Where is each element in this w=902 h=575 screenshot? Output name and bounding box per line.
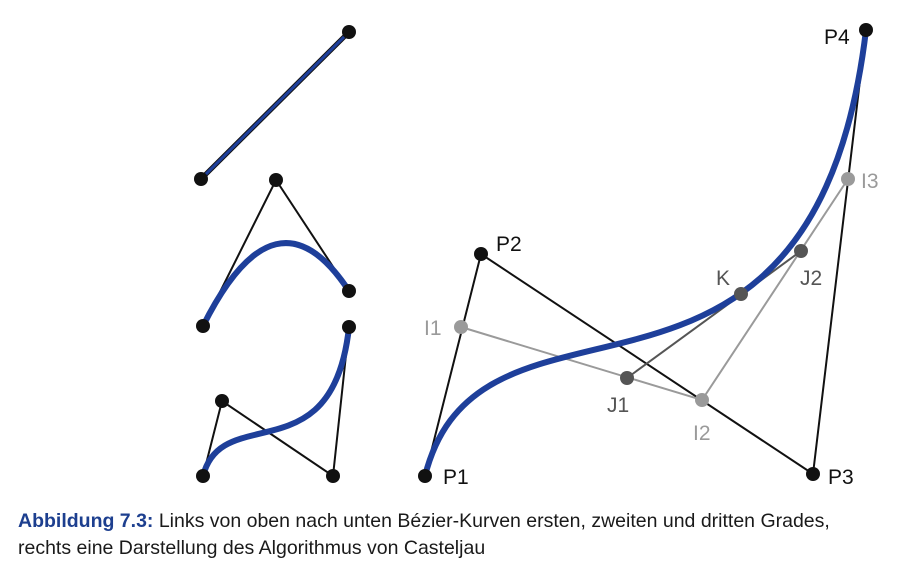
point-p1 (418, 469, 432, 483)
point-j1 (620, 371, 634, 385)
cubic-start-point (196, 469, 210, 483)
point-p2 (474, 247, 488, 261)
cubic-control-point-2 (326, 469, 340, 483)
point-p4 (859, 23, 873, 37)
linear-start-point (194, 172, 208, 186)
linear-bezier-curve (199, 30, 351, 181)
point-i1 (454, 320, 468, 334)
label-j2: J2 (800, 267, 822, 290)
label-i1: I1 (424, 317, 442, 340)
point-p3 (806, 467, 820, 481)
label-p3: P3 (828, 466, 854, 489)
point-j2 (794, 244, 808, 258)
casteljau-second-level-line (626, 250, 802, 379)
figure-caption: Abbildung 7.3: Links von oben nach unten… (18, 508, 888, 562)
quadratic-control-point (269, 173, 283, 187)
quadratic-bezier-curve (200, 240, 352, 329)
casteljau-bezier-curve (422, 27, 869, 479)
linear-bezier-example (194, 25, 356, 186)
caption-label: Abbildung 7.3: (18, 510, 154, 532)
quadratic-control-polygon (202, 178, 350, 327)
label-i3: I3 (861, 170, 879, 193)
cubic-control-point-1 (215, 394, 229, 408)
linear-end-point (342, 25, 356, 39)
bezier-figure: P1 P2 P3 P4 I1 I2 I3 J1 J2 K (194, 23, 879, 489)
caption-text: Links von oben nach unten Bézier-Kurven … (18, 510, 830, 559)
casteljau-construction: P1 P2 P3 P4 I1 I2 I3 J1 J2 K (418, 23, 879, 489)
point-i2 (695, 393, 709, 407)
label-i2: I2 (693, 422, 711, 445)
quadratic-bezier-example (196, 173, 356, 333)
quadratic-end-point (342, 284, 356, 298)
label-k: K (716, 267, 730, 290)
label-p2: P2 (496, 233, 522, 256)
quadratic-start-point (196, 319, 210, 333)
cubic-control-polygon (202, 326, 350, 478)
point-k (734, 287, 748, 301)
label-p1: P1 (443, 466, 469, 489)
label-j1: J1 (607, 394, 629, 417)
label-p4: P4 (824, 26, 850, 49)
cubic-bezier-example (196, 320, 356, 483)
casteljau-first-level-lines (460, 178, 849, 402)
point-i3 (841, 172, 855, 186)
cubic-end-point (342, 320, 356, 334)
cubic-bezier-curve (200, 324, 352, 479)
